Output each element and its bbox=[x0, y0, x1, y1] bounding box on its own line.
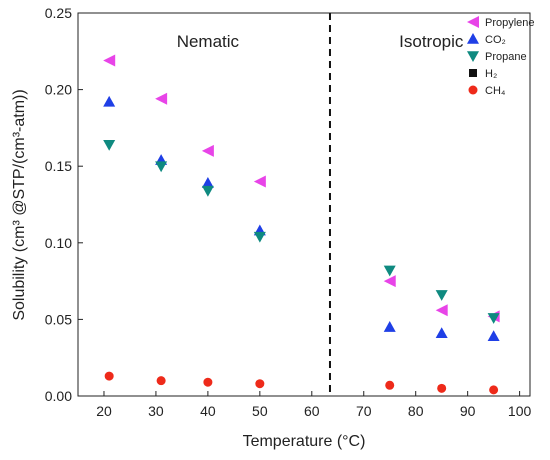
ch-point bbox=[437, 383, 447, 393]
y-tick-label: 0.25 bbox=[45, 5, 72, 21]
legend-label-h: H₂ bbox=[485, 68, 497, 80]
propylene-point bbox=[201, 144, 214, 157]
legend-label-propylene: Propylene bbox=[485, 17, 535, 29]
ch-point bbox=[489, 385, 499, 395]
legend-marker-ch bbox=[468, 85, 478, 95]
propylene-point bbox=[435, 304, 448, 317]
x-tick-label: 20 bbox=[96, 403, 112, 419]
ch-point bbox=[385, 380, 395, 390]
legend-label-co: CO₂ bbox=[485, 34, 506, 46]
propylene-point bbox=[155, 92, 168, 105]
x-tick-label: 30 bbox=[148, 403, 164, 419]
x-axis-title: Temperature (°C) bbox=[243, 433, 366, 450]
x-tick-label: 40 bbox=[200, 403, 216, 419]
legend-marker-propane bbox=[467, 51, 479, 62]
x-tick-label: 70 bbox=[356, 403, 372, 419]
co-point bbox=[383, 321, 396, 332]
propane-point bbox=[435, 290, 448, 301]
x-tick-label: 90 bbox=[460, 403, 476, 419]
axis-ticks: 20 30 40 50 60 70 80 90 100 0.00 0.05 0.10 0.15 0.20 0… bbox=[45, 5, 532, 419]
y-tick-label: 0.00 bbox=[45, 388, 72, 404]
y-axis-title: Solubility (cm³ @STP/(cm³-atm)) bbox=[11, 89, 28, 320]
propylene-point bbox=[383, 275, 396, 288]
propane-point bbox=[253, 231, 266, 243]
region-label: Nematic bbox=[177, 32, 240, 51]
y-tick-label: 0.05 bbox=[45, 311, 72, 327]
plot-frame bbox=[77, 12, 531, 397]
propane-point bbox=[201, 185, 214, 197]
co-point bbox=[435, 327, 448, 338]
legend-label-propane: Propane bbox=[485, 51, 527, 63]
legend-marker-co bbox=[467, 33, 479, 44]
legend-marker-propylene bbox=[467, 16, 479, 28]
propane-point bbox=[103, 139, 116, 151]
x-tick-label: 100 bbox=[508, 403, 532, 419]
y-tick-label: 0.20 bbox=[45, 82, 72, 98]
propylene-point bbox=[253, 175, 266, 188]
legend-marker-h bbox=[469, 69, 477, 77]
propane-point bbox=[155, 161, 168, 173]
legend-label-ch: CH₄ bbox=[485, 85, 506, 97]
ch-point bbox=[255, 379, 265, 389]
y-tick-label: 0.15 bbox=[45, 158, 72, 174]
data-points bbox=[103, 54, 500, 395]
y-tick-label: 0.10 bbox=[45, 235, 72, 251]
propylene-point bbox=[103, 54, 116, 67]
region-label: Isotropic bbox=[399, 32, 464, 51]
propane-point bbox=[383, 265, 396, 277]
ch-point bbox=[203, 377, 213, 387]
x-tick-label: 80 bbox=[408, 403, 424, 419]
phase-divider-layer: Nematic Isotropic bbox=[177, 13, 464, 396]
legend: Propylene CO₂ Propane H₂ CH₄ bbox=[467, 16, 535, 97]
co-point bbox=[103, 95, 116, 107]
ch-point bbox=[156, 376, 166, 386]
ch-point bbox=[104, 371, 114, 381]
propane-point bbox=[487, 313, 500, 324]
x-tick-label: 60 bbox=[304, 403, 320, 419]
co-point bbox=[201, 177, 214, 188]
x-tick-label: 50 bbox=[252, 403, 268, 419]
co-point bbox=[487, 330, 500, 342]
